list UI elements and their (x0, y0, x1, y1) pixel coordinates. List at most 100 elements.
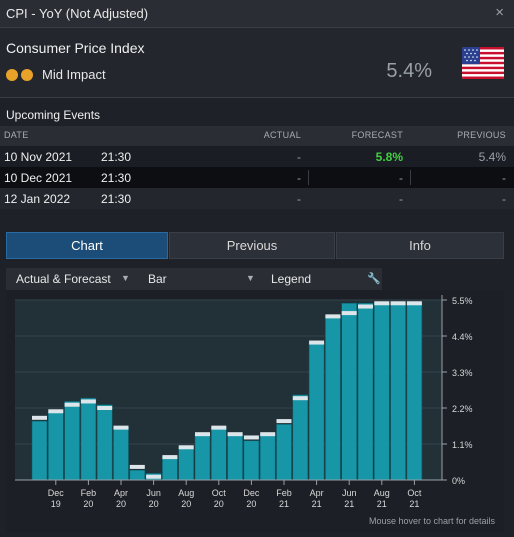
forecast-marker (390, 301, 406, 306)
forecast-marker (97, 406, 113, 410)
bar-actual (276, 424, 292, 481)
x-tick-label: 20 (83, 499, 93, 509)
bar-actual (325, 316, 341, 481)
bar-actual (357, 302, 374, 481)
window-title: CPI - YoY (Not Adjusted) (6, 6, 149, 21)
event-previous: - (502, 192, 506, 206)
chart-type-dropdown[interactable]: Bar (148, 272, 167, 286)
x-tick-label: Apr (310, 488, 324, 498)
bar-actual (292, 394, 309, 481)
event-time: 21:30 (101, 171, 132, 185)
x-tick-label: Dec (243, 488, 260, 498)
event-forecast: - (399, 171, 403, 185)
x-tick-label: 21 (344, 499, 354, 509)
forecast-marker (162, 455, 178, 460)
y-tick-label: 1.1% (452, 440, 473, 450)
upcoming-events-title: Upcoming Events (6, 108, 101, 122)
bar-actual (341, 302, 358, 481)
event-date: 12 Jan 2022 (4, 192, 71, 206)
x-tick-label: 21 (409, 499, 419, 509)
event-time: 21:30 (101, 150, 132, 164)
bar-actual (243, 440, 260, 481)
us-flag-icon (462, 47, 504, 79)
tab-chart[interactable]: Chart (6, 232, 168, 259)
event-time: 21:30 (101, 192, 132, 206)
indicator-name: Consumer Price Index (6, 40, 145, 56)
x-tick-label: Feb (81, 488, 97, 498)
legend-button[interactable]: Legend (271, 272, 312, 286)
event-previous: - (502, 171, 506, 185)
x-tick-label: Aug (374, 488, 390, 498)
y-tick-label: 3.3% (452, 368, 473, 378)
x-tick-label: 20 (116, 499, 126, 509)
y-tick-label: 0% (452, 476, 465, 486)
bar-actual (178, 446, 194, 481)
title-bar: CPI - YoY (Not Adjusted) × (0, 0, 514, 28)
x-tick-label: 20 (246, 499, 256, 509)
forecast-marker (309, 340, 325, 345)
x-tick-label: 20 (214, 499, 224, 509)
bar-actual (373, 302, 390, 481)
chevron-down-icon[interactable]: ▼ (246, 273, 255, 283)
column-date: DATE (4, 130, 29, 140)
x-tick-label: 20 (149, 499, 159, 509)
bar-actual (194, 433, 211, 481)
column-divider (308, 170, 309, 185)
event-actual: - (297, 171, 301, 185)
chart-hover-hint: Mouse hover to chart for details (369, 516, 496, 526)
x-tick-label: 19 (51, 499, 61, 509)
tab-info[interactable]: Info (336, 232, 504, 259)
forecast-marker (195, 432, 210, 437)
x-tick-label: Oct (407, 488, 422, 498)
x-tick-label: 21 (279, 499, 289, 509)
forecast-marker (178, 445, 194, 450)
event-forecast: - (399, 192, 403, 206)
latest-value: 5.4% (386, 60, 432, 82)
forecast-marker (374, 301, 390, 306)
event-actual: - (297, 150, 301, 164)
bar-actual (129, 469, 146, 481)
bar-actual (406, 302, 423, 481)
events-table-header: DATE ACTUAL FORECAST PREVIOUS (0, 126, 514, 146)
tab-previous[interactable]: Previous (169, 232, 335, 259)
column-forecast: FORECAST (351, 130, 403, 140)
event-actual: - (297, 192, 301, 206)
x-tick-label: Feb (276, 488, 292, 498)
bar-actual (259, 433, 276, 481)
bar-actual (64, 401, 80, 481)
forecast-marker (48, 409, 64, 414)
forecast-marker (146, 474, 162, 479)
x-tick-label: 21 (312, 499, 322, 509)
event-row[interactable]: 10 Dec 2021 21:30 - - - (0, 167, 514, 188)
chevron-down-icon[interactable]: ▼ (121, 273, 130, 283)
impact-dot-icon (6, 68, 18, 81)
x-tick-label: Oct (212, 488, 227, 498)
forecast-marker (113, 425, 129, 430)
forecast-marker (32, 415, 47, 420)
x-tick-label: 20 (181, 499, 191, 509)
chart-bars (31, 302, 423, 481)
wrench-icon[interactable]: 🔧 (367, 273, 381, 285)
series-mode-dropdown[interactable]: Actual & Forecast (16, 272, 111, 286)
event-date: 10 Dec 2021 (4, 171, 73, 185)
impact-dot-icon (21, 68, 33, 81)
event-previous: 5.4% (478, 150, 506, 164)
close-icon[interactable]: × (495, 4, 504, 21)
bar-actual (47, 410, 64, 481)
column-actual: ACTUAL (263, 130, 301, 140)
x-tick-label: Dec (48, 488, 65, 498)
chart-toolbar: Actual & Forecast ▼ Bar ▼ Legend 🔧 (6, 268, 382, 290)
bar-actual (162, 456, 178, 481)
event-forecast: 5.8% (375, 150, 403, 164)
impact-indicator: Mid Impact (6, 67, 106, 82)
bar-actual (227, 433, 243, 481)
forecast-marker (129, 464, 145, 469)
y-tick-label: 5.5% (452, 296, 473, 306)
bar-actual (31, 420, 48, 481)
event-row[interactable]: 10 Nov 2021 21:30 - 5.8% 5.4% (0, 146, 514, 167)
forecast-marker (276, 419, 292, 424)
event-date: 10 Nov 2021 (4, 150, 73, 164)
view-tabs: Chart Previous Info (6, 232, 504, 259)
event-row[interactable]: 12 Jan 2022 21:30 - - - (0, 188, 514, 209)
